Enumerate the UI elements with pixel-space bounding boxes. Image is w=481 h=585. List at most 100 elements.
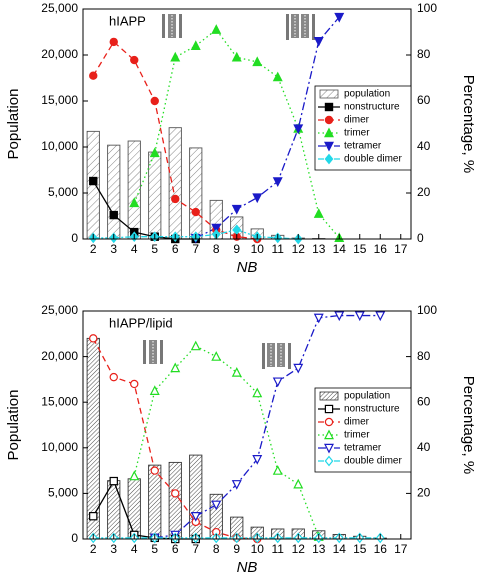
marker — [252, 56, 263, 67]
line — [154, 314, 381, 539]
x-tick-label: 11 — [272, 542, 285, 556]
y-tick-label: 5,000 — [48, 486, 78, 500]
marker — [89, 334, 98, 343]
marker — [89, 71, 98, 80]
marker — [375, 311, 386, 322]
x-tick-label: 12 — [292, 242, 306, 256]
y2-tick-label: 60 — [417, 394, 431, 408]
marker — [252, 455, 263, 465]
marker — [170, 362, 181, 373]
legend-swatch — [319, 391, 339, 401]
marker — [170, 51, 181, 62]
y2-tick-label: 100 — [417, 1, 437, 15]
x-tick-label: 8 — [213, 242, 220, 256]
marker — [293, 363, 304, 374]
marker — [231, 204, 242, 215]
bar — [168, 461, 182, 540]
y2-axis-label: Percentage, % — [460, 75, 477, 173]
y-tick-label: 5,000 — [48, 185, 78, 199]
marker — [211, 223, 222, 234]
x-tick-label: 17 — [394, 242, 408, 256]
x-tick-label: 7 — [192, 242, 199, 256]
marker — [334, 12, 345, 23]
y2-tick-label: 40 — [417, 139, 431, 153]
legend-label: trimer — [344, 128, 370, 139]
legend-label: nonstructure — [344, 102, 400, 113]
x-tick-label: 14 — [333, 242, 347, 256]
icon — [286, 13, 315, 40]
marker — [89, 176, 98, 186]
legend-label: double dimer — [344, 154, 402, 165]
y-tick-label: 0 — [71, 231, 78, 245]
marker — [150, 466, 159, 475]
y2-tick-label: 20 — [417, 486, 431, 500]
x-tick-label: 4 — [131, 242, 138, 256]
legend-label: tetramer — [344, 141, 382, 152]
legend-label: tetramer — [344, 443, 382, 454]
marker — [150, 96, 159, 106]
y-tick-label: 25,000 — [41, 303, 78, 317]
y-tick-label: 15,000 — [41, 93, 78, 107]
marker — [191, 207, 200, 217]
y2-tick-label: 60 — [417, 93, 431, 107]
x-tick-label: 9 — [233, 542, 240, 556]
icon — [143, 339, 163, 365]
x-tick-label: 14 — [333, 542, 347, 556]
line — [133, 345, 320, 537]
marker — [313, 36, 324, 47]
y2-tick-label: 40 — [417, 440, 431, 454]
bar — [168, 127, 182, 240]
x-tick-label: 10 — [251, 242, 265, 256]
marker — [272, 377, 283, 388]
marker — [149, 385, 160, 395]
marker — [109, 37, 118, 47]
marker — [109, 476, 118, 486]
y-axis-label: Population — [5, 390, 22, 461]
x-tick-label: 6 — [172, 242, 179, 256]
line — [93, 229, 299, 240]
x-tick-label: 15 — [353, 242, 367, 256]
marker — [211, 500, 222, 511]
x-tick-label: 15 — [353, 542, 367, 556]
marker — [171, 489, 180, 498]
y2-axis-label: Percentage, % — [460, 376, 477, 474]
marker — [129, 470, 140, 481]
marker — [324, 443, 334, 454]
y-tick-label: 10,000 — [41, 139, 78, 153]
x-tick-label: 4 — [131, 542, 138, 556]
marker — [211, 351, 222, 361]
marker — [190, 511, 201, 522]
chart-title: hIAPP — [109, 13, 146, 28]
marker — [354, 311, 365, 322]
y2-tick-label: 20 — [417, 185, 431, 199]
marker — [324, 141, 334, 152]
legend-label: trimer — [344, 430, 370, 441]
y-tick-label: 15,000 — [41, 394, 78, 408]
marker — [130, 55, 139, 65]
marker — [252, 193, 263, 204]
bar — [127, 140, 141, 240]
bar — [107, 144, 121, 240]
y2-tick-label: 80 — [417, 47, 431, 61]
x-tick-label: 12 — [292, 542, 306, 556]
x-tick-label: 10 — [251, 542, 265, 556]
marker — [324, 102, 334, 112]
marker — [293, 478, 304, 489]
legend-label: nonstructure — [344, 404, 400, 415]
x-tick-label: 9 — [233, 242, 240, 256]
x-tick-label: 8 — [213, 542, 220, 556]
marker — [324, 455, 334, 467]
marker — [272, 71, 283, 82]
marker — [334, 311, 345, 322]
x-tick-label: 3 — [110, 542, 117, 556]
x-tick-label: 6 — [172, 542, 179, 556]
y-tick-label: 25,000 — [41, 1, 78, 15]
marker — [231, 480, 242, 490]
marker — [324, 429, 334, 440]
y-axis-label: Population — [5, 89, 22, 160]
chart-title: hIAPP/lipid — [109, 315, 173, 330]
marker — [252, 387, 263, 398]
legend-swatch — [319, 89, 339, 99]
icon — [162, 13, 182, 39]
